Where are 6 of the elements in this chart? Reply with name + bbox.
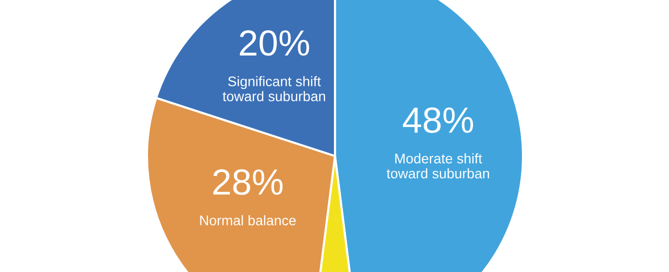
slice-label: Normal balance: [200, 215, 296, 226]
data-label: 28%: [213, 169, 283, 195]
slice-label: Significant shift toward suburban: [222, 76, 326, 102]
data-label: 48%: [402, 107, 474, 133]
data-label: 20%: [240, 30, 310, 56]
slice-label: Moderate shift toward suburban: [386, 153, 490, 178]
